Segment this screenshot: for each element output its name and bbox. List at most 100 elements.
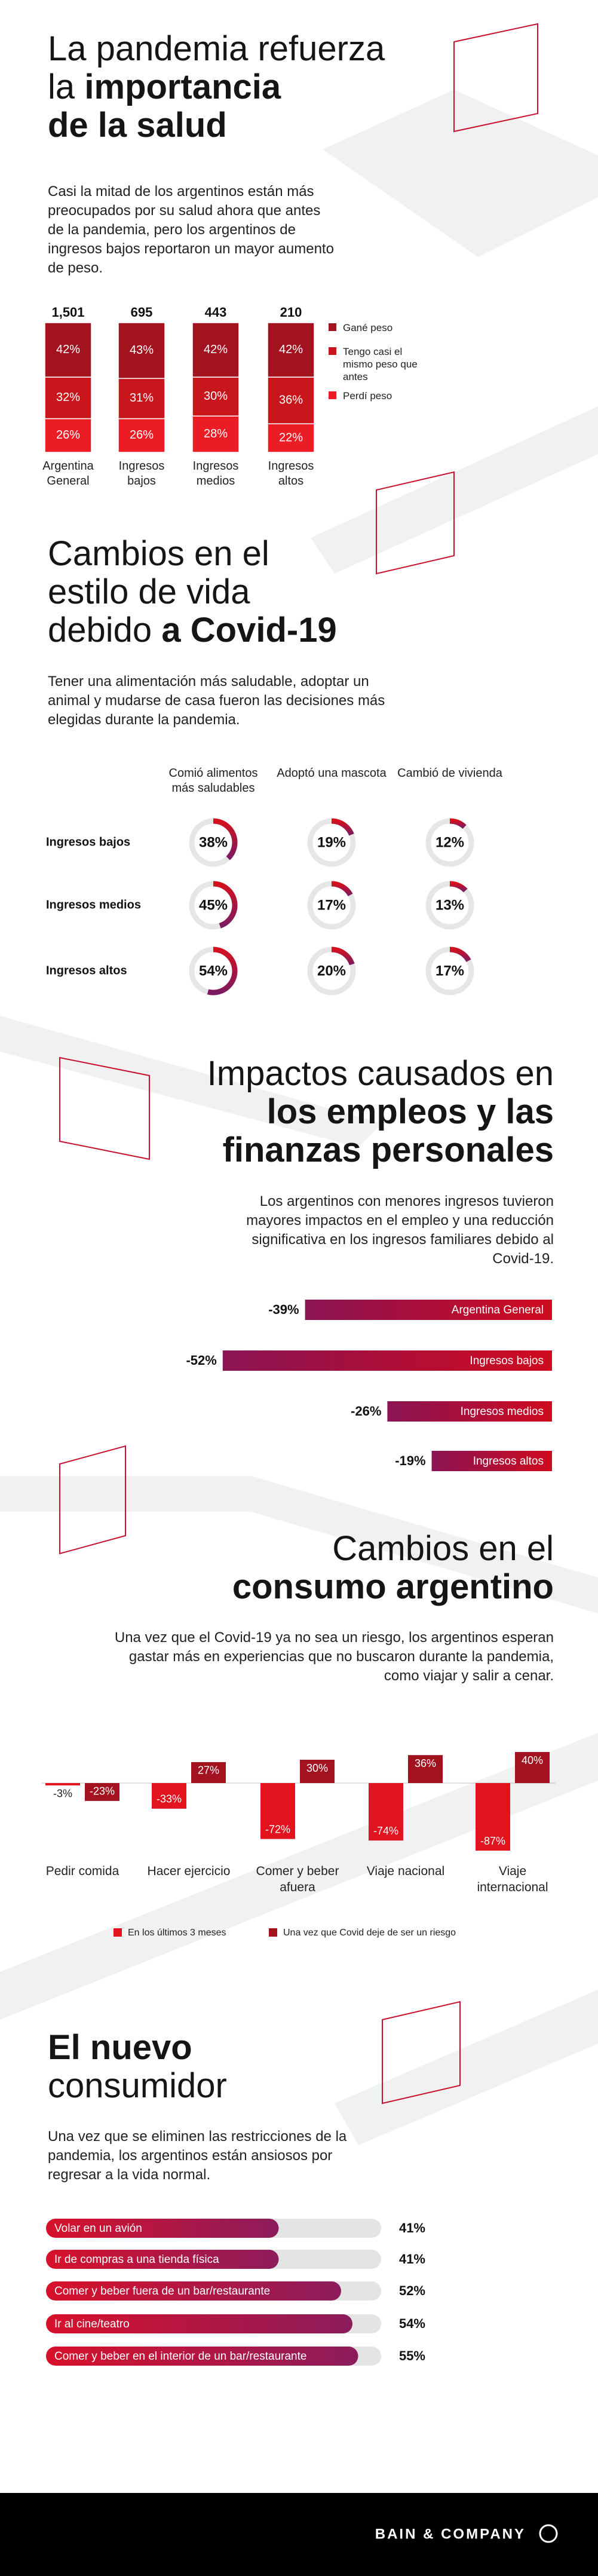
section-title: Cambios en el consumo argentino [124, 1530, 554, 1606]
value-label: 30% [204, 390, 228, 403]
bar [260, 1783, 295, 1839]
bar [408, 1755, 443, 1783]
category-label: Argentina General [452, 1304, 544, 1316]
value-label: -74% [373, 1825, 398, 1837]
value-label: -72% [265, 1823, 290, 1835]
donut-arc [449, 881, 468, 893]
legend-swatch [329, 323, 336, 331]
x-tick-label: Ingresos medios [192, 460, 239, 488]
value-label: -87% [480, 1835, 505, 1847]
bar [45, 1783, 80, 1785]
value-label: -3% [53, 1788, 72, 1800]
total-label: 443 [205, 305, 227, 320]
bar [515, 1752, 550, 1783]
bar-segment [192, 322, 240, 378]
value-label: 38% [199, 834, 228, 850]
logo: BAIN & COMPANY [375, 2526, 526, 2542]
x-tick-label: Argentina General [42, 460, 94, 488]
value-label: 40% [522, 1754, 543, 1766]
donut-arc [213, 818, 238, 860]
bar [191, 1762, 226, 1783]
bar [85, 1783, 119, 1801]
title-segment: consumo argentino [232, 1567, 554, 1606]
category-label: Ingresos altos [473, 1455, 544, 1468]
section-text: Tener una alimentación más saludable, ad… [48, 673, 385, 728]
bar [300, 1760, 335, 1783]
title-line: Cambios en el [48, 535, 478, 573]
title-line: estilo de vida [48, 573, 478, 611]
value-label: -39% [268, 1302, 299, 1317]
category-label: Comer y beber fuera de un bar/restaurant… [54, 2285, 270, 2298]
x-tick-label: Ingresos bajos [118, 460, 165, 488]
title-line: consumo argentino [124, 1568, 554, 1606]
value-label: 19% [317, 834, 346, 850]
legend-swatch [269, 1928, 277, 1937]
value-label: 12% [436, 834, 464, 850]
section-title: La pandemia refuerza la importancia de la s… [48, 30, 478, 145]
value-label: 41% [399, 2252, 425, 2266]
donut-arc [331, 947, 355, 966]
title-line: Cambios en el [124, 1530, 554, 1568]
x-tick-label: Comer y beber afuera [256, 1864, 339, 1894]
bar [46, 2219, 279, 2238]
column-header: Comió alimentos más saludables [168, 767, 258, 795]
bar-segment [44, 418, 92, 453]
section-title: El nuevo consumidor [48, 2029, 478, 2105]
title-segment: estilo de vida [48, 572, 250, 611]
title-line: la importancia [48, 68, 478, 106]
title-line: La pandemia refuerza [48, 30, 478, 68]
title-line: de la salud [48, 106, 478, 145]
legend-label: Gané peso [343, 322, 393, 333]
value-label: 41% [399, 2220, 425, 2235]
bar-segment [44, 322, 92, 378]
value-label: 22% [279, 431, 303, 444]
value-label: 43% [130, 344, 154, 357]
bar-segment [118, 378, 165, 419]
legend-label: En los últimos 3 meses [128, 1928, 226, 1938]
section-title: Cambios en el estilo de vida debido a Covid… [48, 535, 478, 650]
bar [387, 1401, 552, 1422]
bar [46, 2250, 279, 2269]
value-label: 42% [56, 343, 80, 356]
title-segment: de la salud [48, 106, 227, 145]
donut-arc [213, 881, 238, 929]
total-label: 210 [280, 305, 302, 320]
value-label: 17% [317, 897, 346, 913]
legend-label: Perdí peso [343, 390, 392, 402]
bar [46, 2314, 352, 2333]
legend-swatch [329, 347, 336, 355]
value-label: 45% [199, 897, 228, 913]
section-text: Los argentinos con menores ingresos tuvi… [246, 1193, 554, 1267]
title-segment: debido [48, 611, 152, 650]
bar [431, 1451, 552, 1471]
value-label: -19% [395, 1453, 425, 1468]
section-text: Casi la mitad de los argentinos están má… [48, 183, 334, 276]
title-segment: a Covid-19 [161, 611, 337, 650]
total-label: 1,501 [51, 305, 84, 320]
category-label: Comer y beber en el interior de un bar/r… [54, 2350, 306, 2363]
section-text: Una vez que el Covid-19 ya no sea un rie… [114, 1629, 554, 1684]
title-segment: consumidor [48, 2066, 227, 2105]
category-label: Ingresos medios [461, 1405, 544, 1418]
row-label: Ingresos medios [46, 898, 141, 911]
column-header: Adoptó una mascota [277, 767, 387, 780]
legend-label: Una vez que Covid deje de ser un riesgo [283, 1928, 456, 1938]
total-label: 695 [131, 305, 153, 320]
donut-arc [449, 818, 467, 829]
bar [476, 1783, 510, 1851]
value-label: 42% [204, 343, 228, 356]
donut-arc [449, 947, 471, 963]
bar [46, 2281, 341, 2301]
donut-arc [207, 947, 238, 996]
title-segment: Cambios en el [332, 1529, 554, 1568]
title-segment: finanzas personales [222, 1131, 554, 1169]
x-tick-label: Hacer ejercicio [147, 1864, 231, 1878]
value-label: 26% [56, 428, 80, 442]
title-segment: El nuevo [48, 2028, 192, 2067]
bar-segment [267, 376, 315, 425]
value-label: 54% [399, 2316, 425, 2331]
section-text: Una vez que se eliminen las restriccione… [48, 2128, 347, 2183]
title-segment: Cambios en el [48, 534, 269, 573]
